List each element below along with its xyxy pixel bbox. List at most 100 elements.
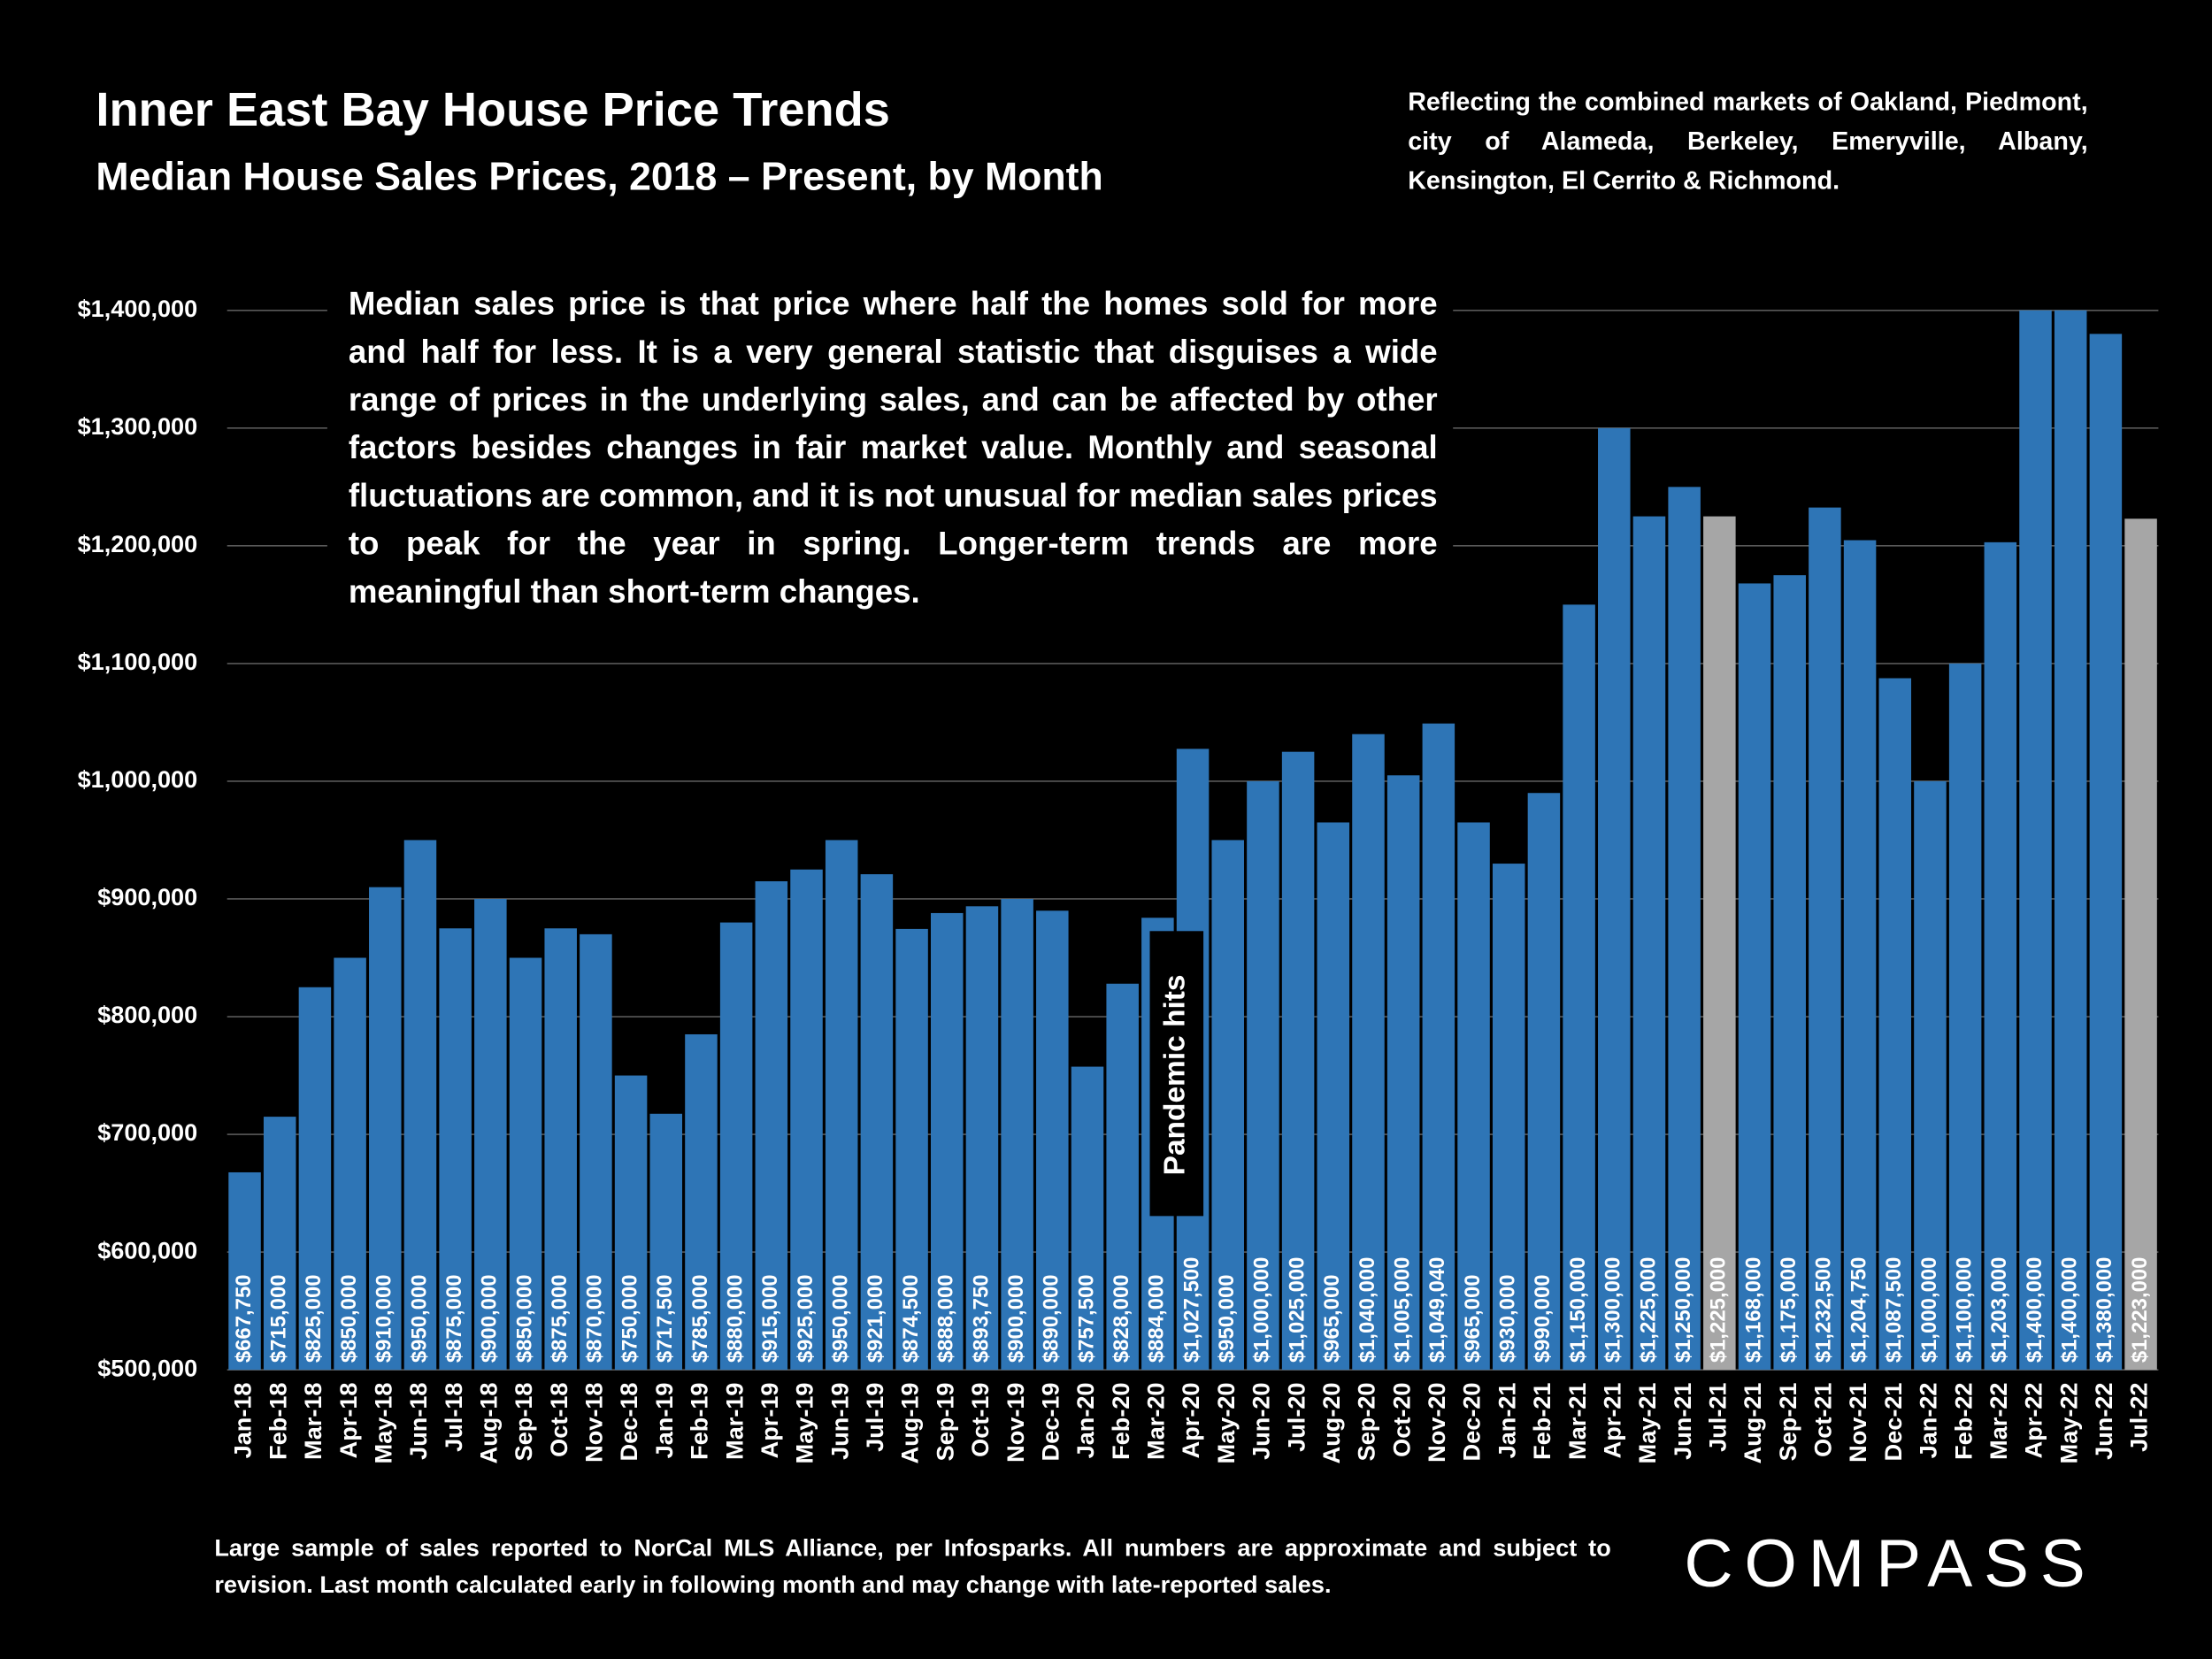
value-label: $667,750	[232, 1274, 256, 1363]
x-tick-label: May-20	[1212, 1383, 1240, 1464]
x-tick-label: Dec-21	[1879, 1383, 1907, 1462]
bar	[860, 874, 894, 1371]
x-tick-label: Apr-18	[334, 1383, 362, 1459]
x-tick-label: Mar-21	[1563, 1383, 1591, 1460]
value-label: $893,750	[969, 1274, 993, 1363]
value-label: $910,000	[373, 1274, 396, 1363]
value-label: $875,000	[442, 1274, 466, 1363]
bar	[825, 840, 858, 1371]
x-tick-label: Dec-18	[615, 1383, 642, 1462]
note: Reflecting the combined markets of Oakla…	[1408, 87, 2088, 196]
value-label: $1,203,000	[1987, 1257, 2011, 1363]
bar	[1492, 864, 1525, 1371]
x-tick-label: Sep-21	[1774, 1383, 1801, 1462]
value-label: $1,232,500	[1812, 1257, 1836, 1363]
value-label: $1,087,500	[1882, 1257, 1906, 1363]
bar	[790, 869, 823, 1371]
bar	[439, 928, 472, 1371]
bar	[1948, 663, 1982, 1371]
bar	[509, 957, 542, 1371]
x-tick-label: Aug-18	[474, 1383, 502, 1464]
bar	[263, 1117, 296, 1371]
bar	[1422, 723, 1455, 1371]
x-tick-label: Mar-20	[1142, 1383, 1170, 1460]
bar	[2089, 334, 2123, 1371]
y-tick-label: $500,000	[97, 1354, 197, 1381]
value-label: $1,400,000	[2058, 1257, 2082, 1363]
x-tick-label: Oct-19	[966, 1383, 994, 1457]
value-label: $1,300,000	[1601, 1257, 1625, 1363]
value-label: $1,223,000	[2128, 1257, 2152, 1363]
value-label: $1,005,000	[1390, 1257, 1414, 1363]
footnote: Large sample of sales reported to NorCal…	[214, 1534, 1611, 1599]
bar	[1317, 822, 1350, 1371]
annotation-bg	[326, 274, 1454, 621]
value-label: $874,500	[899, 1274, 923, 1363]
bar	[334, 957, 366, 1371]
bar	[755, 881, 788, 1371]
x-tick-label: Jun-21	[1669, 1383, 1696, 1460]
x-tick-label: Mar-22	[1985, 1383, 2012, 1460]
bar	[614, 1075, 648, 1371]
y-tick-label: $700,000	[97, 1118, 197, 1146]
bar	[474, 898, 507, 1371]
value-label: $950,000	[829, 1274, 853, 1363]
x-tick-label: Feb-20	[1107, 1383, 1134, 1460]
x-tick-label: Apr-19	[756, 1383, 783, 1459]
x-tick-label: Apr-21	[1598, 1383, 1625, 1459]
x-tick-label: Jan-21	[1493, 1383, 1520, 1459]
bar	[1036, 910, 1069, 1371]
annotation-box: Median sales price is that price where h…	[349, 285, 1438, 610]
bar	[965, 906, 999, 1371]
x-tick-label: Jun-18	[404, 1383, 432, 1460]
bar	[930, 912, 964, 1371]
value-label: $880,000	[723, 1274, 747, 1363]
bar	[895, 928, 928, 1371]
x-tick-label: Nov-19	[1002, 1383, 1029, 1463]
x-tick-label: Jul-19	[861, 1383, 888, 1452]
y-tick-label: $600,000	[97, 1236, 197, 1263]
chart-title: Inner East Bay House Price Trends	[96, 83, 889, 136]
x-tick-label: Oct-18	[545, 1383, 572, 1457]
x-tick-label: Apr-22	[2020, 1383, 2047, 1459]
value-label: $990,000	[1531, 1274, 1555, 1363]
value-label: $1,100,000	[1952, 1257, 1976, 1363]
x-tick-label: May-19	[791, 1383, 818, 1464]
x-tick-label: Nov-18	[580, 1383, 608, 1463]
x-tick-label: Aug-20	[1317, 1383, 1345, 1464]
value-label: $785,000	[688, 1274, 712, 1363]
x-tick-label: Dec-19	[1036, 1383, 1064, 1462]
x-tick-label: Jul-22	[2125, 1383, 2153, 1452]
value-label: $1,025,000	[1285, 1257, 1309, 1363]
value-label: $750,000	[618, 1274, 641, 1363]
bar	[1773, 575, 1806, 1371]
bar	[2054, 310, 2087, 1371]
value-label: $1,000,000	[1917, 1257, 1941, 1363]
value-label: $717,500	[653, 1274, 677, 1363]
value-label: $950,000	[1215, 1274, 1239, 1363]
x-tick-label: Jun-22	[2090, 1383, 2117, 1460]
y-tick-label: $1,300,000	[78, 412, 198, 440]
bar	[580, 933, 612, 1371]
bar	[1914, 780, 1947, 1371]
x-tick-label: Jul-20	[1282, 1383, 1310, 1452]
chart-subtitle: Median House Sales Prices, 2018 – Presen…	[96, 155, 1102, 198]
bar	[544, 928, 577, 1371]
bar	[1563, 604, 1595, 1371]
bar	[403, 840, 437, 1371]
y-tick-label: $1,400,000	[78, 295, 198, 322]
bar	[1598, 427, 1631, 1371]
value-label: $965,000	[1320, 1274, 1344, 1363]
x-tick-label: Jan-18	[229, 1383, 257, 1459]
bar	[1457, 822, 1490, 1371]
x-tick-label: May-18	[369, 1383, 396, 1464]
x-tick-label: Jan-19	[650, 1383, 678, 1459]
note-box: Reflecting the combined markets of Oakla…	[1408, 87, 2088, 196]
bar	[298, 987, 332, 1371]
x-tick-label: Sep-19	[931, 1383, 958, 1462]
bar	[1809, 507, 1841, 1371]
event-label-bg	[1149, 931, 1204, 1217]
y-tick-label: $800,000	[97, 1001, 197, 1028]
value-label: $888,000	[934, 1274, 958, 1363]
